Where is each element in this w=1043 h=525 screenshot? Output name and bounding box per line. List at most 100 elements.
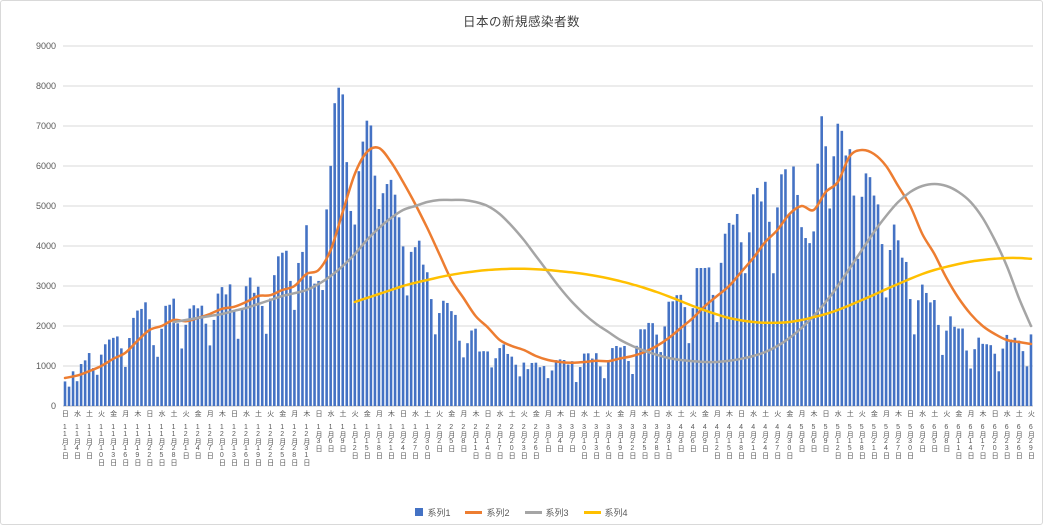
bar: [67, 386, 71, 406]
x-axis-label: 日 1月24日: [399, 410, 407, 459]
bar: [707, 267, 711, 406]
bar: [751, 194, 755, 406]
bar: [413, 247, 417, 406]
bar: [277, 256, 280, 406]
x-axis-label: 日 3月28日: [653, 410, 661, 459]
y-axis-label: 9000: [36, 41, 56, 51]
bar: [381, 193, 385, 406]
x-axis-label: 木 11月19日: [133, 410, 141, 466]
x-axis-label: 日 2月14日: [483, 410, 491, 459]
x-axis-label: 火 6月29日: [1027, 410, 1035, 459]
bar: [864, 173, 868, 406]
y-axis-label: 3000: [36, 281, 56, 291]
bar: [965, 350, 968, 406]
bar: [184, 324, 188, 406]
bar: [385, 184, 389, 406]
bar: [715, 322, 719, 406]
bar: [1029, 334, 1033, 406]
x-axis-label: 金 11月13日: [109, 410, 117, 466]
bar: [558, 359, 562, 406]
bar: [148, 319, 151, 406]
bar: [172, 298, 175, 406]
x-axis-label: 月 1月18日: [375, 410, 383, 459]
bar: [462, 357, 465, 406]
x-axis-label: 火 6月8日: [942, 410, 950, 452]
x-axis-label: 土 2月20日: [508, 410, 516, 459]
legend-marker-line: [465, 510, 483, 514]
x-axis-label: 土 1月30日: [423, 410, 431, 459]
bar: [341, 94, 345, 407]
legend-label: 系列3: [545, 507, 569, 518]
bar: [917, 300, 920, 406]
x-axis-label: 月 3月22日: [628, 410, 636, 459]
bar: [526, 369, 530, 406]
x-axis-label: 土 1月9日: [339, 410, 347, 452]
bar: [780, 174, 783, 406]
bar: [446, 302, 449, 406]
x-axis-label: 土 11月7日: [85, 410, 93, 459]
bar: [872, 195, 876, 406]
x-axis-label: 木 6月17日: [979, 410, 987, 459]
bar: [912, 334, 916, 406]
bar: [852, 195, 856, 406]
bar: [703, 267, 707, 406]
bar: [586, 353, 590, 406]
bar: [75, 381, 79, 406]
bar: [961, 328, 964, 406]
bar: [164, 305, 167, 406]
x-axis-label: 木 1月21日: [387, 410, 395, 459]
bar: [993, 353, 997, 406]
x-axis-label: 木 2月11日: [471, 410, 479, 459]
x-axis-label: 土 3月13日: [592, 410, 600, 459]
bar: [108, 339, 111, 406]
bar: [603, 378, 606, 406]
x-axis-label: 月 5月24日: [882, 410, 890, 459]
x-axis-label: 火 5月18日: [858, 410, 866, 459]
bar: [900, 257, 904, 406]
bar: [260, 305, 264, 406]
bar: [63, 381, 67, 406]
bar: [325, 209, 328, 406]
bar: [333, 103, 336, 406]
bar: [349, 210, 353, 406]
bar: [921, 284, 924, 406]
bar: [945, 330, 948, 406]
bar: [357, 171, 361, 406]
x-axis-label: 水 6月2日: [918, 410, 926, 452]
bar: [196, 308, 200, 406]
bar: [876, 204, 880, 406]
bar: [337, 87, 340, 406]
bar: [268, 298, 272, 406]
bar: [450, 311, 453, 406]
y-axis-label: 5000: [36, 201, 56, 211]
y-axis-label: 6000: [36, 161, 56, 171]
bar: [377, 209, 381, 406]
bar: [933, 300, 936, 406]
bar: [1013, 337, 1017, 406]
bar: [824, 146, 828, 406]
bar: [756, 187, 759, 406]
bar: [687, 343, 691, 406]
bar: [152, 345, 155, 406]
bar: [731, 224, 735, 406]
bar: [904, 261, 908, 406]
bar: [667, 301, 671, 406]
legend: 系列1 系列2 系列3 系列4: [1, 505, 1042, 519]
x-axis-label: 月 2月8日: [459, 410, 467, 452]
y-axis-label: 0: [51, 401, 56, 411]
bar: [442, 300, 445, 406]
legend-label: 系列2: [486, 507, 510, 518]
bar: [566, 364, 570, 406]
bar: [176, 323, 179, 406]
x-axis-label: 火 4月27日: [773, 410, 781, 459]
chart-title: 日本の新規感染者数: [462, 15, 580, 29]
line-series-3: [172, 182, 1033, 364]
bar: [671, 301, 675, 406]
legend-label: 系列4: [604, 507, 628, 518]
x-axis-label: 日 11月22日: [145, 410, 153, 466]
bar: [655, 334, 658, 406]
bar: [937, 324, 940, 406]
bar: [880, 244, 884, 406]
bar: [530, 362, 534, 406]
bar: [989, 345, 993, 406]
